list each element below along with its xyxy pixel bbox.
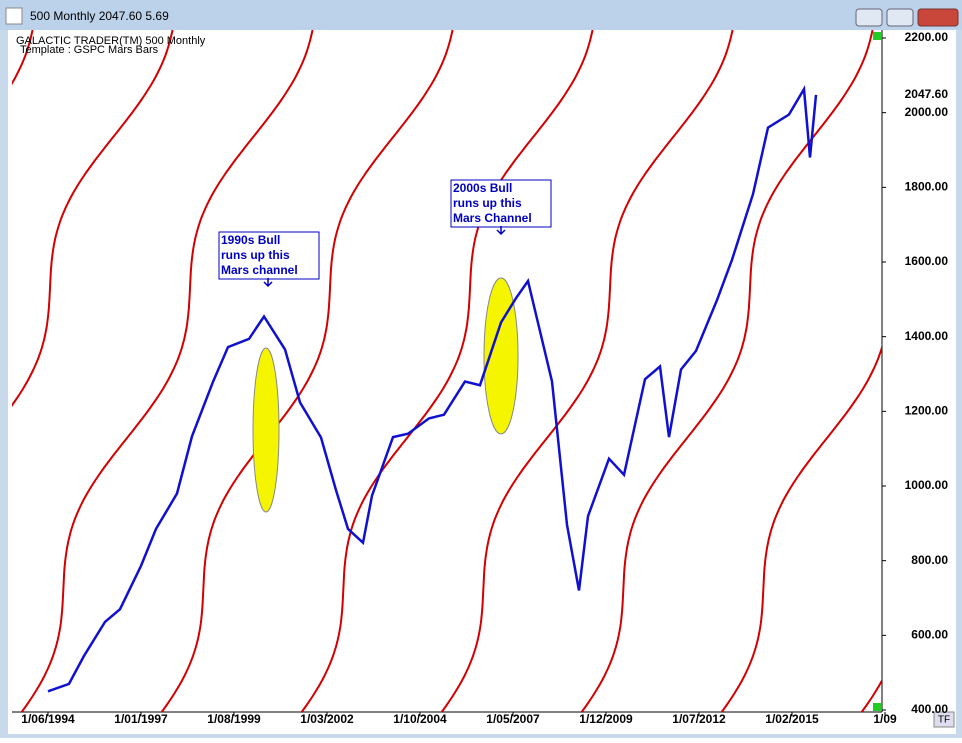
annotation-arrow	[263, 278, 273, 288]
x-tick-label: 1/08/1999	[207, 712, 261, 726]
x-tick-label: 1/06/1994	[21, 712, 75, 726]
y-tick-label: 1200.00	[905, 404, 949, 418]
channel-line	[160, 30, 454, 712]
last-value-label: 2047.60	[905, 87, 949, 101]
y-tick-label: 1000.00	[905, 478, 949, 492]
x-tick-label: 1/10/2004	[393, 712, 447, 726]
y-tick-label: 1600.00	[905, 254, 949, 268]
x-tick-label: 1/09	[873, 712, 897, 726]
x-tick-label: 1/05/2007	[486, 712, 540, 726]
app-icon	[5, 7, 23, 25]
x-tick-label: 1/07/2012	[672, 712, 726, 726]
minimize-button[interactable]	[855, 8, 883, 27]
marker	[873, 32, 881, 40]
annotation-text: 2000s Bull	[453, 181, 512, 195]
highlight	[252, 347, 280, 513]
price-line	[47, 85, 818, 693]
annotation-arrow	[496, 226, 506, 236]
last-value-box	[886, 87, 948, 102]
channel-line	[720, 343, 882, 712]
maximize-button[interactable]	[886, 8, 914, 27]
channel-line	[20, 30, 314, 712]
channel-line	[440, 30, 734, 712]
y-tick-label: 1400.00	[905, 329, 949, 343]
close-button[interactable]	[917, 8, 959, 27]
y-tick-label: 1800.00	[905, 180, 949, 194]
highlight	[483, 277, 519, 435]
annotation-text: runs up this	[221, 248, 290, 262]
tf-button[interactable]	[933, 711, 955, 728]
y-tick-label: 800.00	[911, 553, 948, 567]
annotation-text: 1990s Bull	[221, 233, 280, 247]
channel-line	[580, 30, 874, 712]
title-bar	[0, 0, 962, 30]
x-tick-label: 1/12/2009	[579, 712, 633, 726]
x-tick-label: 1/02/2015	[765, 712, 819, 726]
header-text: Template : GSPC Mars Bars	[20, 44, 159, 56]
annotation-box	[450, 179, 552, 228]
annotation-text: runs up this	[453, 196, 522, 210]
marker	[873, 703, 881, 711]
header-text: GALACTIC TRADER(TM) 500 Monthly	[16, 35, 206, 47]
annotation-box	[218, 231, 320, 280]
y-tick-label: 2200.00	[905, 30, 949, 44]
annotation-text: Mars channel	[221, 263, 298, 277]
channel-line	[300, 30, 594, 712]
y-tick-label: 600.00	[911, 628, 948, 642]
y-tick-label: 2000.00	[905, 105, 949, 119]
x-tick-label: 1/01/1997	[114, 712, 168, 726]
annotation-text: Mars Channel	[453, 211, 532, 225]
x-tick-label: 1/03/2002	[300, 712, 354, 726]
window-title: 500 Monthly 2047.60 5.69	[30, 9, 169, 23]
tf-label[interactable]: TF	[938, 715, 950, 726]
y-tick-label: 400.00	[911, 702, 948, 716]
channel-line	[12, 30, 174, 408]
